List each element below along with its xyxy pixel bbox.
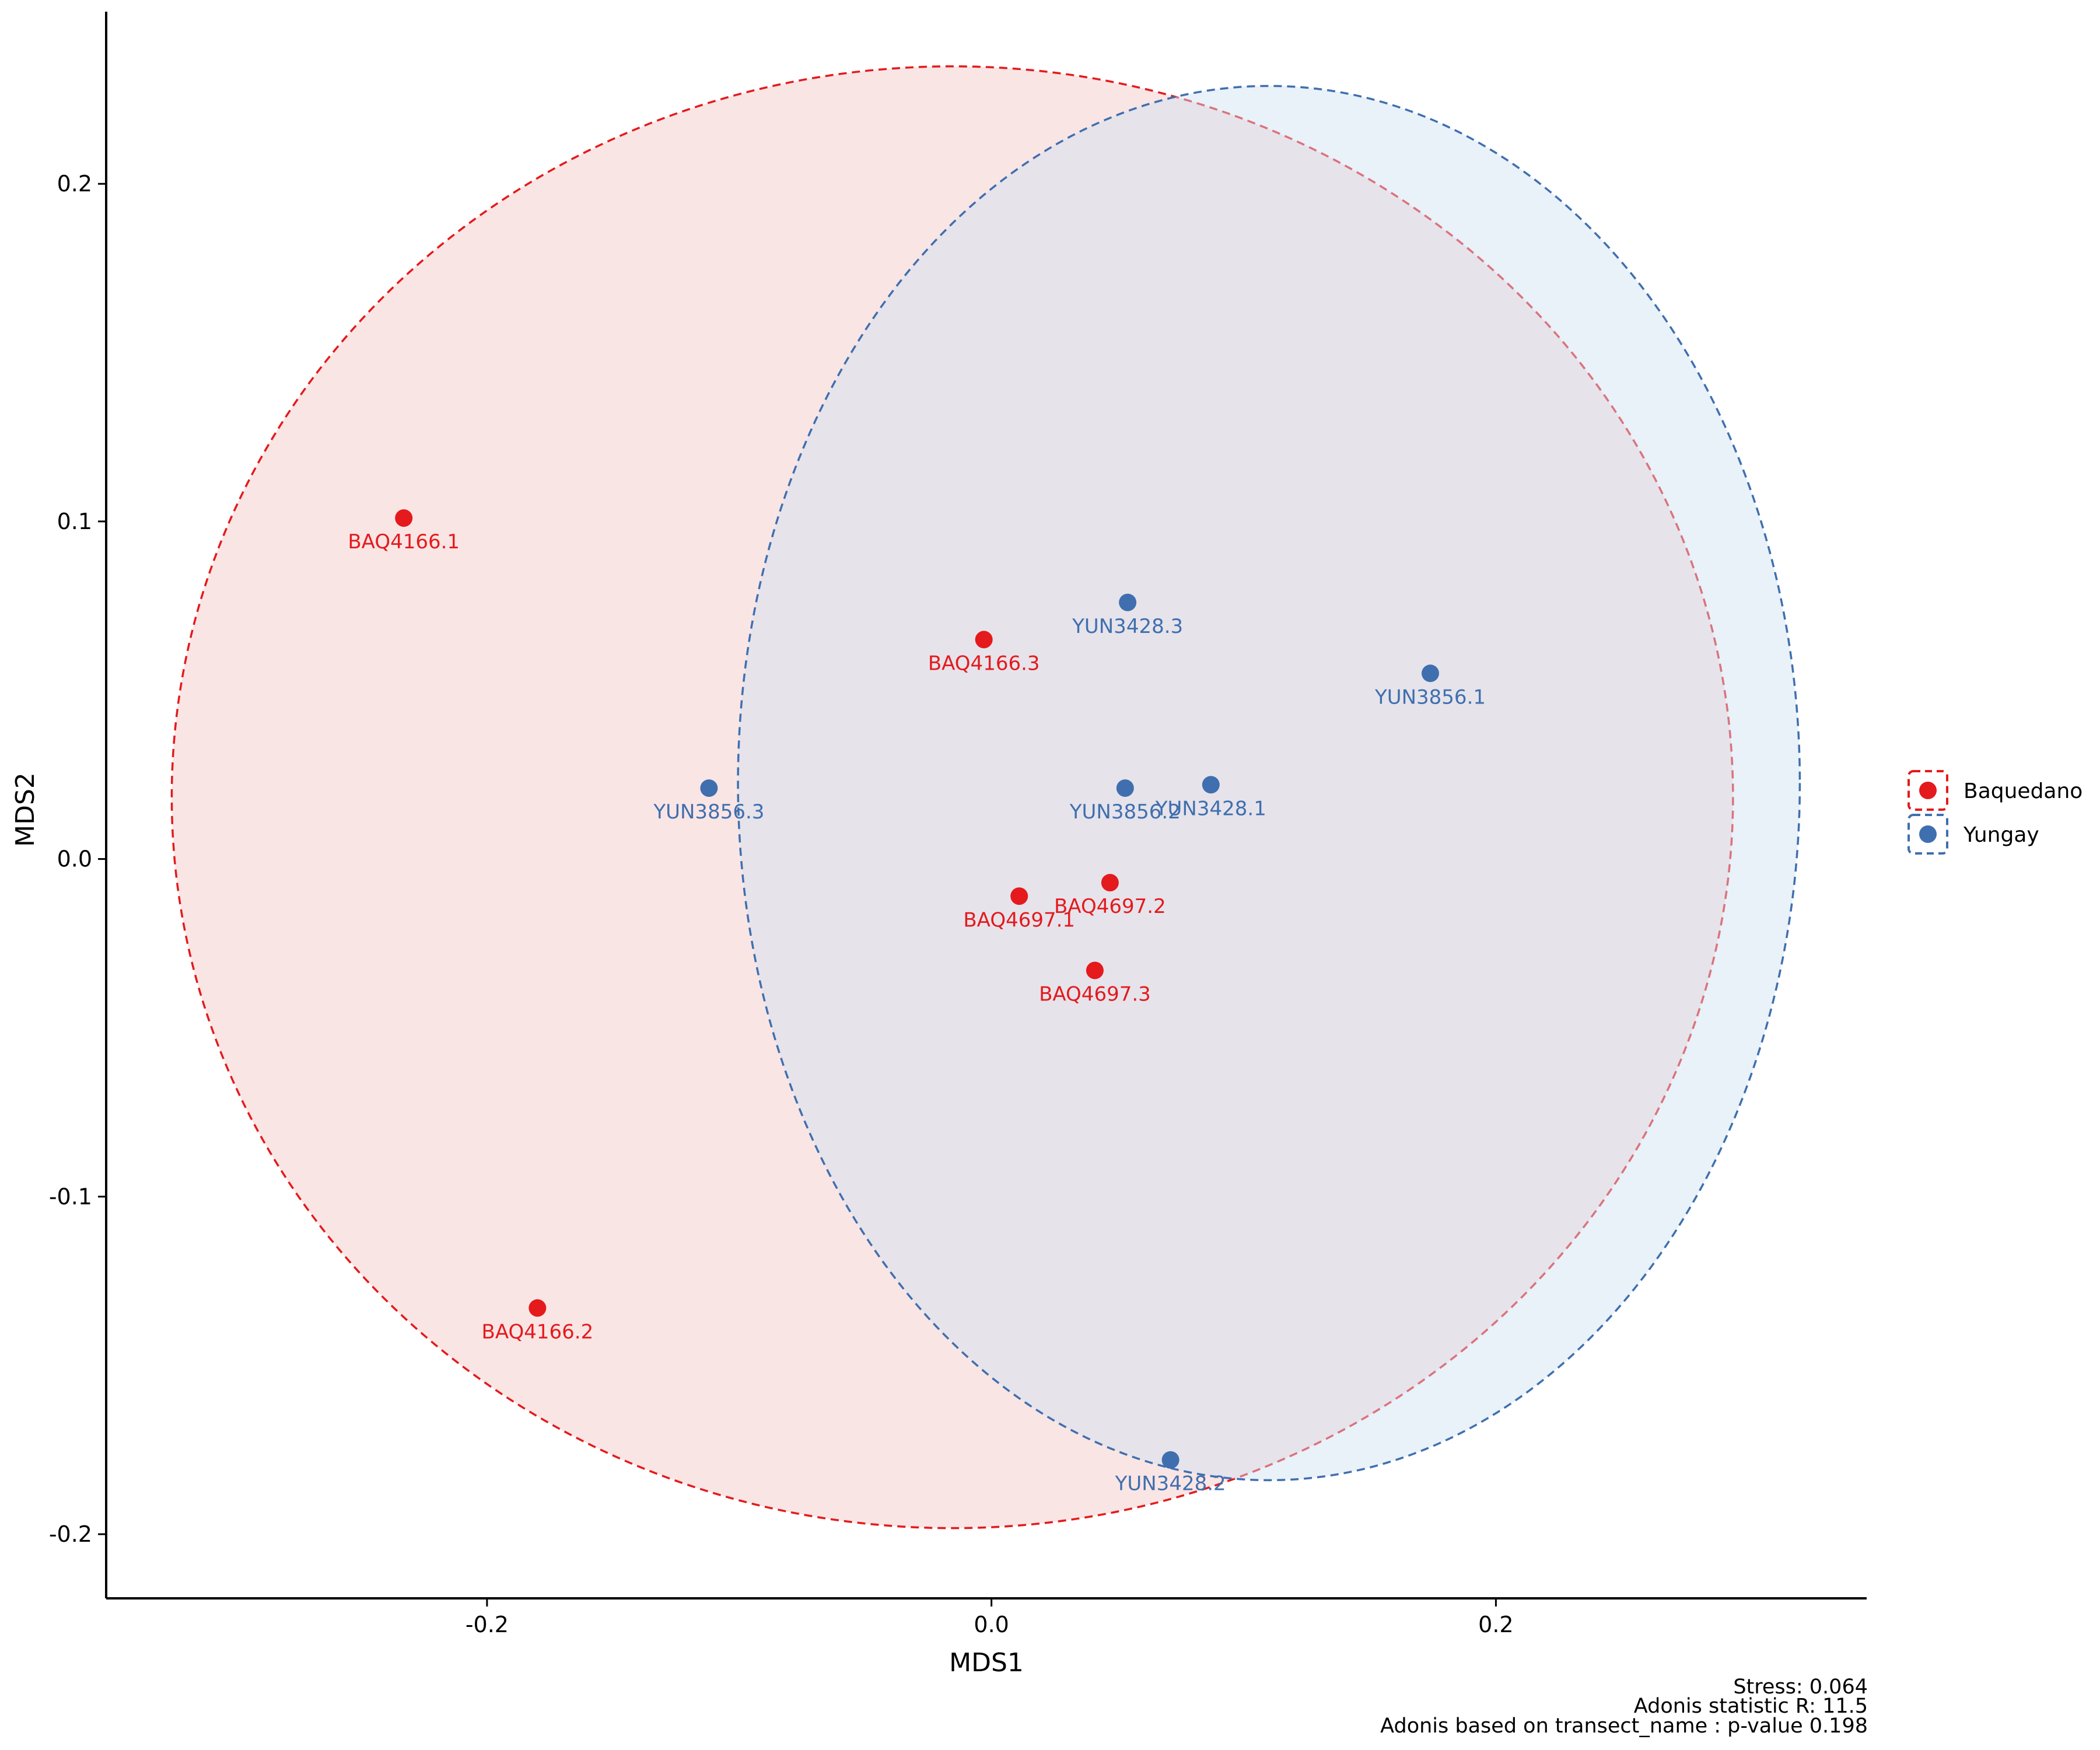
point-label-baq4697-3: BAQ4697.3: [1039, 983, 1151, 1006]
point-yun3428-2: [1161, 1451, 1180, 1469]
x-tick-label: 0.0: [974, 1612, 1009, 1637]
point-label-baq4166-2: BAQ4166.2: [482, 1320, 594, 1343]
point-yun3428-3: [1119, 593, 1137, 611]
point-label-yun3428-1: YUN3428.1: [1155, 797, 1266, 820]
points: [395, 509, 1439, 1469]
point-baq4697-2: [1101, 874, 1119, 892]
y-tick-label: -0.2: [49, 1521, 92, 1547]
point-label-yun3428-3: YUN3428.3: [1072, 615, 1183, 638]
ellipse-baquedano: [170, 65, 1734, 1530]
point-label-baq4697-2: BAQ4697.2: [1054, 895, 1166, 918]
point-baq4166-2: [528, 1299, 547, 1317]
y-tick-label: -0.1: [49, 1184, 92, 1209]
legend-key-yungay: [1908, 814, 1948, 855]
point-yun3428-1: [1202, 776, 1220, 794]
x-tick-label: 0.2: [1478, 1612, 1513, 1637]
group-ellipses: [170, 65, 1801, 1530]
point-labels: BAQ4166.1BAQ4166.2BAQ4166.3BAQ4697.1BAQ4…: [348, 530, 1486, 1496]
legend-label-yungay: Yungay: [1963, 823, 2039, 847]
caption-block: Stress: 0.064 Adonis statistic R: 11.5 A…: [1380, 1675, 1868, 1738]
axes: [105, 12, 1867, 1600]
x-axis-title: MDS1: [949, 1648, 1024, 1678]
legend-dot-baquedano: [1919, 782, 1937, 799]
point-baq4166-1: [395, 509, 413, 527]
y-tick-label: 0.2: [57, 171, 92, 197]
point-baq4697-1: [1010, 887, 1028, 905]
caption-adonis-r: Adonis statistic R: 11.5: [1634, 1695, 1868, 1718]
point-label-yun3856-2: YUN3856.2: [1069, 800, 1181, 824]
y-ticks: -0.2 -0.1 0.0 0.1 0.2: [49, 171, 106, 1547]
legend-item-baquedano: Baquedano: [1908, 770, 2082, 811]
point-label-yun3856-1: YUN3856.1: [1374, 685, 1486, 709]
legend-item-yungay: Yungay: [1908, 814, 2039, 855]
y-axis-title: MDS2: [10, 772, 40, 847]
legend-key-baquedano: [1908, 770, 1948, 811]
ellipse-yungay: [737, 85, 1801, 1482]
x-tick-label: -0.2: [466, 1612, 509, 1637]
caption-stress: Stress: 0.064: [1733, 1675, 1868, 1699]
legend: Baquedano Yungay: [1908, 770, 2082, 855]
point-baq4697-3: [1086, 961, 1104, 979]
point-label-yun3428-2: YUN3428.2: [1115, 1472, 1226, 1496]
legend-dot-yungay: [1919, 825, 1937, 843]
point-label-baq4166-1: BAQ4166.1: [348, 530, 460, 554]
point-yun3856-3: [700, 779, 718, 797]
point-label-baq4166-3: BAQ4166.3: [928, 652, 1040, 675]
point-label-baq4697-1: BAQ4697.1: [963, 908, 1075, 932]
point-yun3856-1: [1421, 664, 1439, 682]
y-tick-label: 0.0: [57, 846, 92, 872]
point-baq4166-3: [975, 631, 993, 649]
caption-adonis-pvalue: Adonis based on transect_name : p-value …: [1380, 1714, 1868, 1738]
legend-label-baquedano: Baquedano: [1964, 779, 2082, 803]
point-label-yun3856-3: YUN3856.3: [653, 800, 764, 824]
x-ticks: -0.2 0.0 0.2: [466, 1598, 1514, 1637]
point-yun3856-2: [1116, 779, 1134, 797]
y-tick-label: 0.1: [57, 509, 92, 534]
